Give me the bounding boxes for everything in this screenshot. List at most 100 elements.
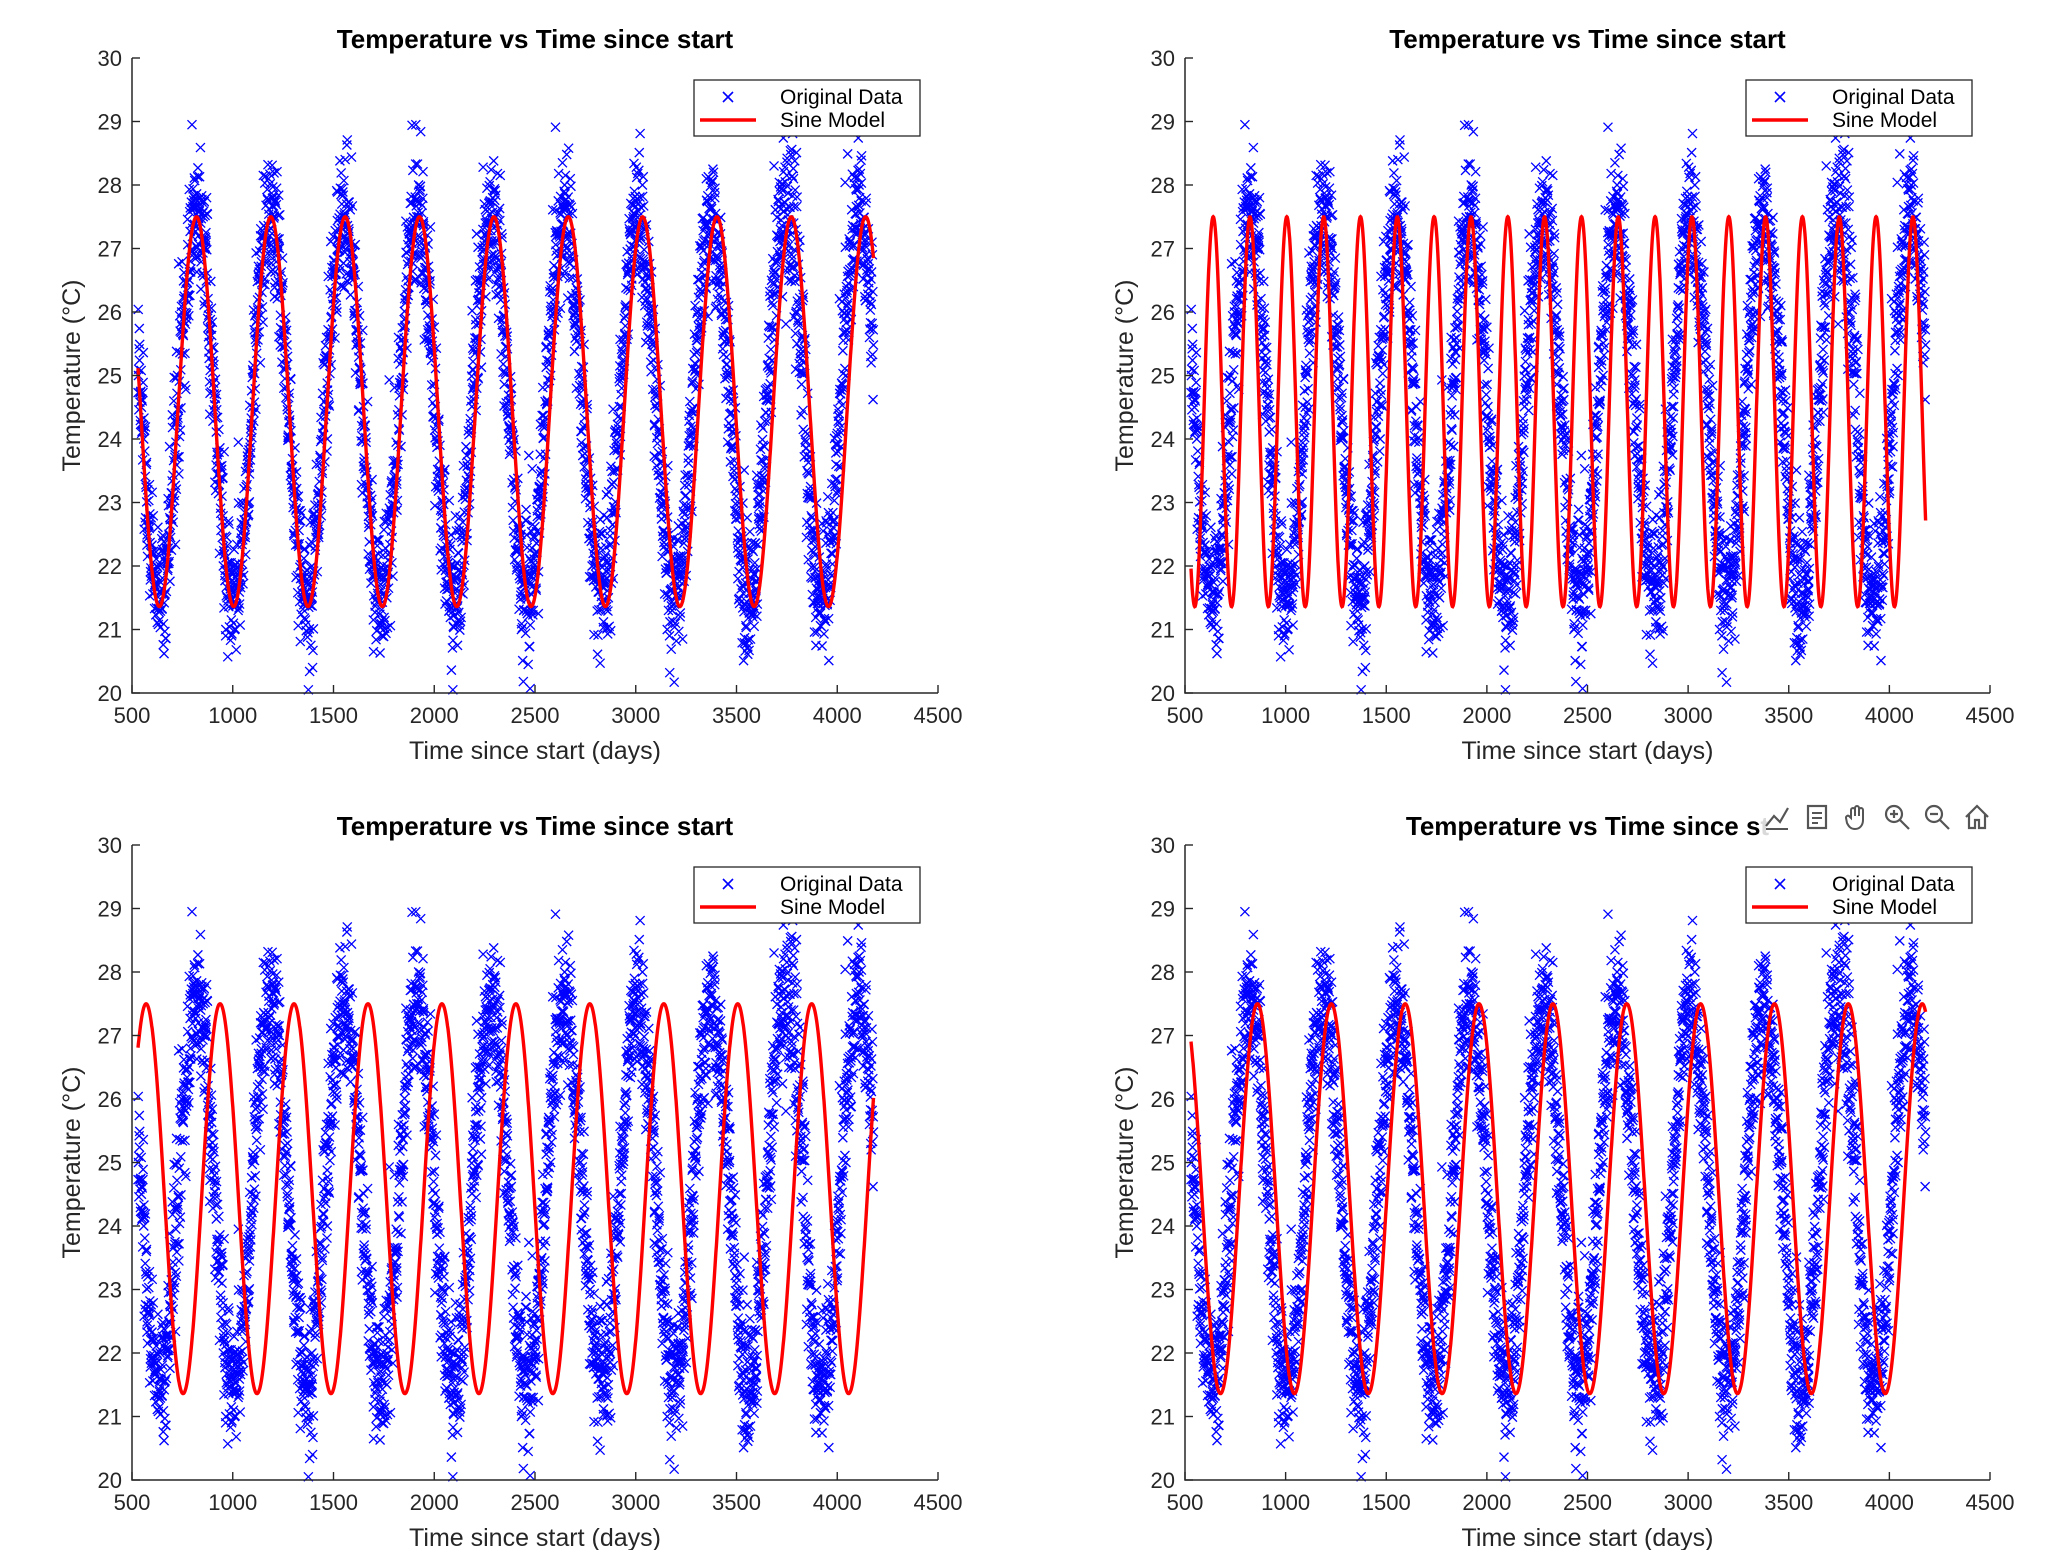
data-point <box>683 479 694 490</box>
data-point <box>1245 171 1256 182</box>
data-point <box>368 646 379 657</box>
data-point <box>1421 646 1432 657</box>
data-point <box>507 502 518 513</box>
data-point <box>564 246 574 256</box>
data-point <box>727 440 738 451</box>
data-point <box>747 611 758 622</box>
data-point <box>833 446 844 457</box>
data-point <box>1286 437 1297 448</box>
data-point <box>806 562 817 573</box>
data-point <box>414 232 425 243</box>
data-point <box>194 171 205 182</box>
data-point <box>1371 422 1382 433</box>
data-point <box>800 434 811 445</box>
data-point <box>771 274 782 285</box>
data-point <box>271 199 282 210</box>
data-point <box>708 167 719 178</box>
data-point <box>374 535 384 545</box>
data-point <box>634 147 645 158</box>
y-tick-label: 28 <box>98 173 122 198</box>
data-point <box>557 157 568 168</box>
data-point <box>688 404 698 415</box>
data-point <box>707 164 718 175</box>
data-point <box>304 623 315 634</box>
data-point <box>706 203 717 214</box>
data-point <box>786 275 797 286</box>
data-point <box>1481 389 1492 400</box>
data-point <box>1303 383 1314 394</box>
y-axis-label: Temperature (°C) <box>58 280 86 472</box>
data-point <box>671 635 682 646</box>
data-point <box>375 648 386 658</box>
data-point <box>786 144 797 155</box>
data-point <box>461 450 472 461</box>
data-point <box>830 448 841 458</box>
data-point <box>521 515 532 526</box>
data-point <box>632 168 643 179</box>
data-point <box>509 554 520 565</box>
data-point <box>739 465 750 476</box>
data-point <box>565 173 576 184</box>
data-point <box>493 289 504 300</box>
data-point <box>525 683 536 694</box>
y-tick-label: 24 <box>98 427 122 452</box>
data-point <box>806 510 817 521</box>
data-point <box>868 394 879 405</box>
data-point <box>675 608 686 618</box>
data-point <box>1484 442 1495 453</box>
data-point <box>1388 167 1399 178</box>
data-point <box>415 126 426 137</box>
data-point <box>407 120 417 131</box>
data-point <box>675 611 686 622</box>
data-point <box>336 167 347 178</box>
data-point <box>1217 576 1228 587</box>
data-point <box>649 400 660 411</box>
data-point <box>164 441 175 452</box>
data-point <box>1480 294 1491 305</box>
data-point <box>709 192 720 203</box>
data-point <box>745 634 756 644</box>
legend-label-original: Original Data <box>780 86 903 109</box>
data-point <box>267 181 278 192</box>
data-point <box>379 516 390 527</box>
data-point <box>788 201 799 212</box>
data-point <box>638 171 649 182</box>
data-point <box>409 274 420 285</box>
data-point <box>639 244 650 255</box>
data-point <box>649 420 660 431</box>
chart-top-right[interactable]: 500 1000 1500 2000 2500 3000 3500 4000 450020212… <box>1052 0 2065 780</box>
data-point <box>170 539 181 550</box>
data-point <box>1288 620 1299 631</box>
data-point <box>744 526 755 537</box>
data-point <box>798 405 808 416</box>
data-point <box>258 317 269 328</box>
data-point <box>293 620 304 631</box>
data-point <box>272 166 282 177</box>
data-point <box>488 155 499 166</box>
data-point <box>634 192 645 203</box>
data-point <box>598 616 609 627</box>
data-point <box>803 554 814 565</box>
data-point <box>1375 434 1386 444</box>
data-point <box>829 479 840 490</box>
data-point <box>866 357 877 368</box>
data-point <box>807 573 818 584</box>
data-point <box>792 192 803 203</box>
chart-top-left[interactable]: 500 1000 1500 2000 2500 3000 3500 4000 450020212… <box>0 0 1030 780</box>
data-point <box>1248 142 1259 153</box>
data-point <box>635 128 646 139</box>
data-point <box>789 155 800 166</box>
data-point <box>453 607 464 618</box>
data-point <box>418 166 428 177</box>
data-point <box>749 621 760 632</box>
data-point <box>504 449 515 460</box>
data-point <box>834 408 845 419</box>
data-point <box>520 628 531 639</box>
data-point <box>410 119 421 130</box>
data-point <box>1475 239 1486 250</box>
data-point <box>819 613 830 624</box>
data-point <box>233 437 244 448</box>
data-point <box>550 122 561 133</box>
data-point <box>415 181 426 192</box>
